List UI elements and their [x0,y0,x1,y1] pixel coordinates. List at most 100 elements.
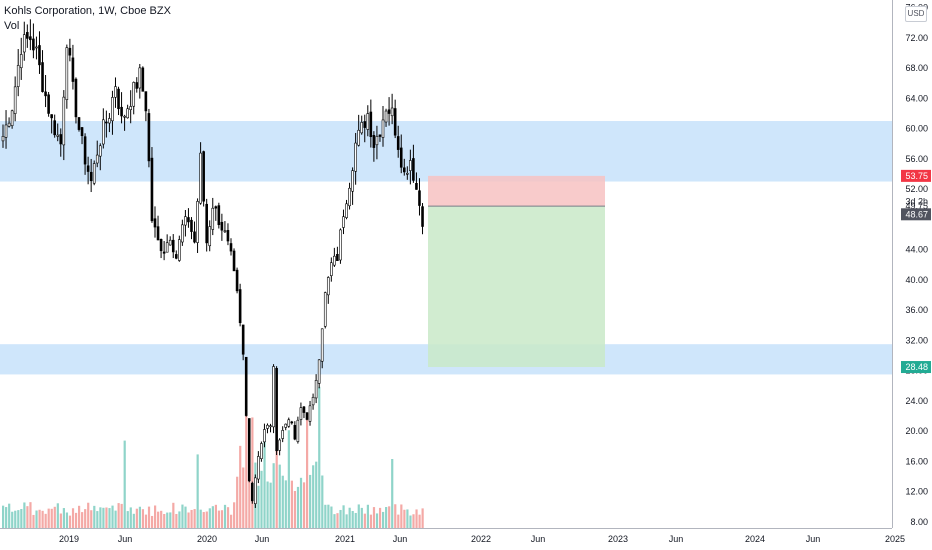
candle [390,93,394,125]
time-tick-label: 2025 [885,534,905,544]
candle [208,220,212,252]
volume-bar [11,511,14,528]
zone-0 [0,121,892,182]
candle-body [4,124,8,138]
candle [123,114,126,131]
volume-bar [175,513,178,528]
candle [399,134,403,174]
candle-body [35,46,38,49]
volume-bar [71,508,75,528]
candle [254,474,257,508]
candle-body [363,121,367,128]
volume-bar [312,465,315,528]
candle-body [330,262,333,276]
volume-bar [56,503,59,528]
candle-body [366,113,370,130]
candle-body [10,110,14,126]
candle-body [74,78,78,118]
candle-body [302,406,306,413]
candle [153,206,157,238]
candle-body [384,110,388,123]
candle-body [26,32,29,39]
candle-body [41,62,44,92]
symbol-title: Kohls Corporation, 1W, Cboe BZX [4,5,171,17]
candle-body [19,54,23,69]
candle [363,114,367,143]
time-tick-label: Jun [806,534,821,544]
candle-body [214,206,218,209]
candle [314,374,318,404]
candle [333,247,336,267]
candle [375,125,379,160]
candle [290,420,294,425]
candle [299,402,303,426]
volume-bar [366,504,369,528]
candle-body [156,226,160,241]
candle-body [263,429,266,443]
volume-bar [141,509,145,528]
candle-body [53,120,56,136]
price-tick-label: 56.00 [905,154,928,164]
volume-bar [309,474,312,528]
candle [77,117,81,132]
volume-bar [275,404,278,528]
volume-bar [35,510,38,528]
candle-body [16,65,20,87]
volume-bar [306,413,309,528]
volume-bar [211,506,214,528]
price-axis[interactable]: 8.0012.0016.0020.0024.0028.0032.0036.004… [892,0,932,550]
candle-body [223,230,227,233]
candle [238,283,242,327]
volume-bar [105,507,108,528]
volume-bar [342,505,345,528]
candle-body [345,203,348,218]
candle [402,158,406,176]
volume-bar [372,507,376,528]
candle-body [1,136,5,142]
volume-bar [382,511,385,528]
candle [387,97,391,126]
short-position-tool[interactable] [428,175,605,368]
volume-bar [302,482,306,528]
volume-bar [44,513,47,528]
candle [293,421,297,441]
candle [83,133,87,175]
candle-body [396,136,400,150]
candle [59,128,63,157]
candle-body [168,239,172,246]
candle-body [147,113,151,162]
volume-bar [226,507,230,528]
stop-price-badge: 53.75 [905,171,928,181]
candle-body [266,424,269,429]
candle [305,412,309,421]
candle [217,202,221,229]
volume-bar [269,482,272,528]
candle [144,91,148,122]
candle-body [56,134,60,137]
volume-bar [181,504,184,528]
price-axis-panel [892,0,932,550]
candle [366,105,370,137]
candle [32,23,35,59]
candle [65,44,69,109]
volume-bar [26,506,29,528]
candle [171,234,175,259]
candle [284,423,288,431]
candle [384,108,388,127]
currency-button[interactable]: USD [905,6,927,22]
candle-body [144,91,148,112]
candle-body [114,86,117,98]
volume-bar [412,514,415,528]
candle [269,423,272,433]
candle [89,158,93,193]
price-tick-label: 20.00 [905,426,928,436]
candle [74,77,78,124]
candle-body [314,380,318,399]
time-axis[interactable]: 2019 Jun 2020 Jun 2021 Jun 2022 Jun 2023 Jun 2024 J… [0,528,905,550]
candle [126,104,129,119]
candle-body [390,107,394,117]
price-tick-label: 49.75 [905,201,928,211]
candle-body [83,136,87,165]
candle [406,166,409,180]
